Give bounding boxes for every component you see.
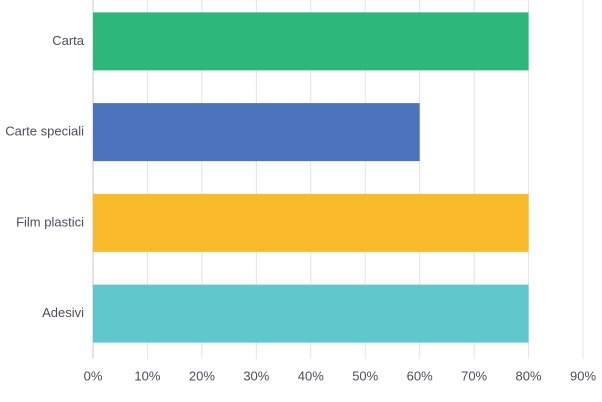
x-tick-label: 60% (407, 368, 433, 383)
x-tick-label: 20% (189, 368, 215, 383)
bar (93, 284, 529, 343)
x-tick-label: 80% (516, 368, 542, 383)
x-tick-label: 10% (134, 368, 160, 383)
bar (93, 103, 420, 162)
x-tick-label: 0% (84, 368, 103, 383)
bar (93, 12, 529, 71)
x-tick-label: 70% (461, 368, 487, 383)
y-tick-label: Film plastici (16, 214, 84, 229)
x-tick-label: 90% (570, 368, 596, 383)
bar (93, 193, 529, 252)
y-tick-label: Carte speciali (5, 124, 84, 139)
x-tick-label: 50% (352, 368, 378, 383)
y-tick-label: Carta (52, 33, 85, 48)
x-tick-label: 40% (298, 368, 324, 383)
y-tick-label: Adesivi (42, 305, 84, 320)
x-tick-label: 30% (243, 368, 269, 383)
